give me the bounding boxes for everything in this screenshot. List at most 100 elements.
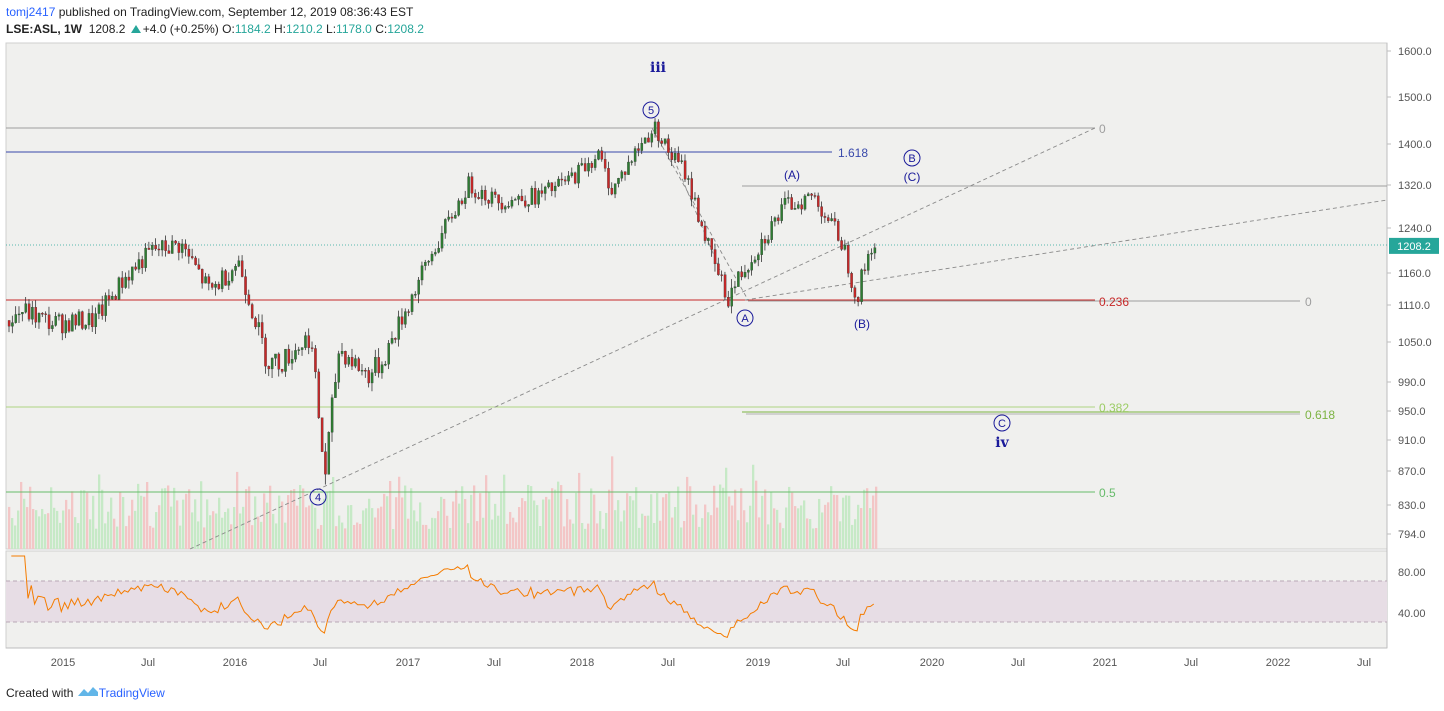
last-price: 1208.2 [88,22,126,36]
candle-body [717,263,720,275]
volume-bar [236,471,239,549]
volume-bar [305,507,308,549]
candle-body [580,163,584,166]
author-link[interactable]: tomj2417 [6,5,56,19]
candle-body [650,133,654,143]
volume-bar [206,499,209,549]
volume-bar [527,484,530,549]
candle-body [800,204,803,210]
volume-bar [95,528,98,549]
time-tick-label: 2017 [396,657,420,669]
candle-body [550,182,554,192]
volume-bar [524,501,527,549]
volume-bar [329,490,332,549]
fib-label-0: 0 [1305,295,1312,309]
volume-bar [341,522,344,549]
candle-body [254,317,257,328]
candle-body [450,216,454,219]
candle-body [817,195,820,207]
volume-bar [848,495,851,549]
volume-bar [332,477,335,549]
volume-bar [461,486,464,549]
candle-body [573,172,577,184]
candle-body [683,160,687,180]
volume-bar [35,510,38,549]
drawings [6,127,1388,550]
candle-body [284,348,287,372]
candle-body [127,276,131,281]
volume-bar [158,505,161,549]
volume-bar [293,489,296,549]
candle-body [324,451,327,475]
wave-label-5: 5 [648,105,654,117]
volume-bar [737,520,740,549]
volume-bar [335,526,338,549]
volume-bar [680,527,683,549]
volume-bar [203,527,206,549]
volume-bar [383,493,386,549]
volume-bar [695,504,698,549]
volume-bar [176,500,179,549]
candle-body [823,216,827,218]
candle-body [327,432,331,475]
volume-bar [167,485,170,549]
volume-bar [224,512,227,549]
candle-body [161,240,164,251]
volume-bar [779,522,782,549]
candle-body [444,219,447,234]
volume-bar [560,485,563,549]
candle-body [693,197,697,200]
volume-bar [50,487,53,549]
candle-body [553,185,557,192]
tradingview-link[interactable]: TradingView [98,686,165,700]
volume-bar [161,488,164,549]
volume-bar [212,511,215,549]
volume-bar [479,493,482,549]
wave-a-line-1 [651,127,749,301]
candle-body [214,283,217,288]
candle-body [837,221,840,241]
volume-bar [611,456,614,549]
volume-bar [125,526,128,549]
candle-body [200,268,204,284]
volume-bar [785,507,788,549]
volume-bar [671,517,674,549]
volume-bar [458,503,461,549]
high-value: 1210.2 [285,22,323,36]
candle-body [787,197,790,199]
volume-bar [152,527,155,549]
volume-bar [230,524,233,549]
volume-bar [593,494,596,549]
open-label: O: [222,22,235,36]
volume-bar [788,486,791,549]
candle-body [547,182,550,188]
price-pane[interactable] [5,42,1388,550]
candle-body [457,200,460,216]
volume-bar [314,507,317,549]
volume-bar [536,505,539,549]
volume-bar [23,498,26,549]
candle-body [753,259,757,263]
candle-body [54,316,57,326]
volume-bar [356,522,359,549]
volume-bar [116,526,119,549]
volume-bar [638,527,641,549]
volume-bar [539,526,542,549]
volume-bar [821,512,824,549]
price-tick-label: 1500.0 [1398,92,1432,104]
wave-label-a-paren: (A) [784,168,800,182]
volume-bar [137,483,140,549]
candle-body [840,240,843,250]
candle-body [350,357,354,367]
candle-body [770,221,773,240]
volume-bar [791,492,794,549]
candle-body [184,243,187,250]
candle-body [224,270,227,286]
time-tick-label: Jul [1184,657,1198,669]
volume-bar [98,474,101,549]
volume-bar [182,499,185,549]
candle-body [114,295,117,300]
time-tick-label: 2021 [1093,657,1117,669]
volume-bar [494,503,497,549]
